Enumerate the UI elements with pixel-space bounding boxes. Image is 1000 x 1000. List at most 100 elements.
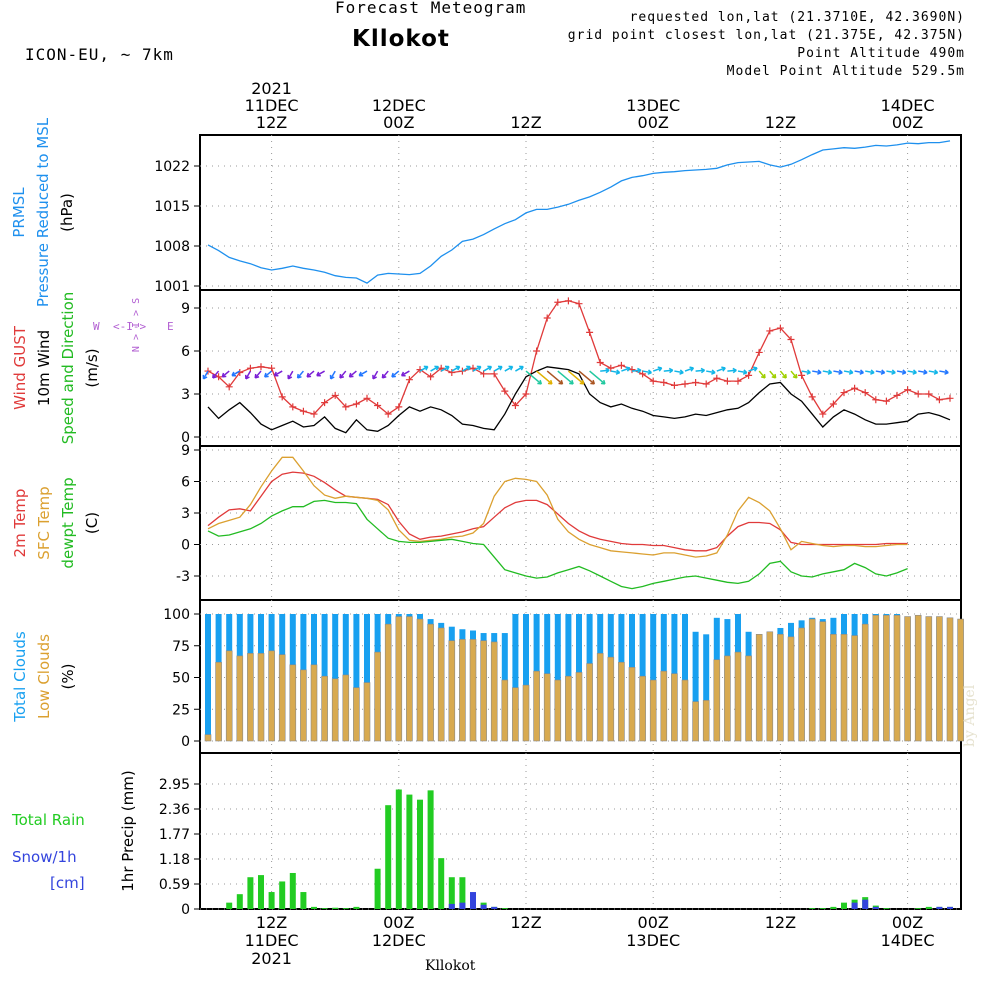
cloud-bar-low-clouds — [883, 614, 890, 742]
wind-direction-arrow — [493, 365, 503, 372]
precip-bar-total-rain — [395, 789, 402, 909]
cloud-bar-low-clouds — [331, 678, 339, 742]
y-tick-label: 1001 — [154, 279, 190, 295]
gust-marker — [798, 371, 806, 379]
precip-bar-snow-h — [851, 902, 858, 909]
gust-marker — [480, 370, 488, 378]
wind-direction-arrow — [358, 370, 368, 377]
bottom-time-label: 2021 — [251, 949, 292, 968]
wind-direction-arrow — [567, 370, 585, 385]
precip-bar-total-rain — [332, 907, 339, 909]
y-tick-label: 0 — [181, 430, 190, 446]
wind-direction-arrow — [758, 370, 766, 379]
legend-snow: Snow/1h — [12, 848, 77, 866]
wind-arrow-head — [434, 365, 440, 371]
wind-direction-arrow — [221, 370, 230, 378]
precip-bar-total-rain — [353, 906, 360, 909]
gust-marker — [289, 403, 297, 411]
cloud-bar-low-clouds — [427, 623, 434, 742]
gust-marker — [649, 377, 657, 385]
wind-arrow-head — [476, 365, 482, 371]
bottom-time-label: 12Z — [765, 913, 796, 932]
wind-arrow-head — [508, 365, 514, 371]
precip-bar-total-rain — [236, 894, 243, 909]
gust-marker — [533, 347, 541, 355]
gust-marker — [882, 397, 890, 405]
wind-arrow-head — [933, 369, 939, 375]
wind-direction-arrow — [578, 370, 595, 385]
series-line-dewpt-temp — [207, 499, 908, 590]
cloud-bar-low-clouds — [300, 669, 307, 742]
wind-arrow-head — [721, 366, 726, 372]
y-tick-label: 3 — [181, 506, 190, 522]
cloud-bar-total-clouds — [650, 614, 657, 741]
top-time-label: 12Z — [510, 113, 541, 132]
bottom-time-label: 12Z — [256, 913, 287, 932]
cloud-bar-low-clouds — [914, 614, 922, 742]
wind-arrow-head — [212, 373, 217, 379]
cloud-bar-low-clouds — [565, 675, 572, 742]
gust-marker — [374, 401, 382, 409]
top-time-label: 00Z — [892, 113, 923, 132]
cloud-bar-total-clouds — [364, 614, 370, 741]
wind-arrow-head — [880, 369, 886, 375]
cloud-bar-low-clouds — [257, 653, 265, 742]
footer-location: Kllokot — [425, 958, 476, 974]
gust-marker — [331, 391, 339, 399]
wind-direction-arrow — [822, 370, 832, 374]
wind-direction-arrow — [287, 370, 294, 380]
gust-marker — [448, 369, 456, 376]
wind-direction-arrow — [274, 370, 283, 377]
panel-label: dewpt Temp — [59, 477, 77, 568]
wind-direction-arrow — [557, 370, 574, 385]
precip-bar-total-rain — [406, 794, 413, 909]
cloud-bar-low-clouds — [310, 664, 318, 742]
wind-arrow-head — [668, 367, 674, 374]
gust-marker — [596, 358, 604, 366]
cloud-bar-low-clouds — [225, 650, 233, 742]
wind-arrow-head — [700, 367, 706, 374]
y-tick-label: 0.59 — [159, 877, 190, 893]
compass-e: E — [167, 320, 174, 333]
gust-marker — [840, 389, 848, 397]
wind-arrow-head — [254, 373, 260, 379]
wind-arrow-head — [870, 369, 875, 375]
wind-arrow-head — [657, 366, 663, 372]
wind-arrow-head — [537, 379, 543, 385]
gust-marker — [257, 363, 265, 371]
wind-arrow-head — [372, 374, 377, 380]
wind-arrow-head — [263, 372, 269, 378]
y-tick-label: 25 — [172, 702, 190, 718]
series-line-2m-temp — [207, 471, 908, 552]
wind-arrow-head — [273, 371, 279, 377]
y-tick-label: -3 — [176, 569, 190, 585]
panel-label: PRMSL — [10, 187, 28, 238]
gust-marker — [819, 410, 827, 418]
wind-arrow-head — [466, 365, 471, 371]
precip-bar-total-rain — [448, 877, 455, 909]
wind-arrow-head — [792, 373, 798, 379]
gust-marker — [893, 391, 901, 399]
gust-marker — [702, 380, 710, 388]
gust-marker — [935, 396, 943, 404]
cloud-bar-low-clouds — [533, 670, 540, 742]
cloud-bar-low-clouds — [872, 614, 880, 742]
wind-arrow-head — [817, 369, 822, 375]
wind-arrow-head — [944, 369, 949, 375]
wind-direction-arrow — [231, 370, 241, 377]
cloud-bar-low-clouds — [321, 675, 328, 742]
wind-direction-arrow — [330, 370, 336, 380]
precip-bar-snow-h — [947, 906, 953, 909]
gust-marker — [554, 298, 562, 306]
panel-frame-pressure — [199, 134, 962, 291]
wind-direction-arrow — [610, 370, 620, 374]
precip-bar-snow-h — [480, 904, 487, 909]
panel-frame-wind — [199, 289, 962, 447]
wind-direction-arrow — [727, 369, 737, 372]
y-tick-label: 9 — [181, 443, 190, 459]
wind-arrow-head — [547, 379, 553, 385]
compass-w: W — [93, 320, 100, 333]
wind-direction-arrow — [621, 367, 631, 372]
wind-arrow-head — [296, 373, 302, 379]
cloud-bar-low-clouds — [734, 651, 742, 742]
